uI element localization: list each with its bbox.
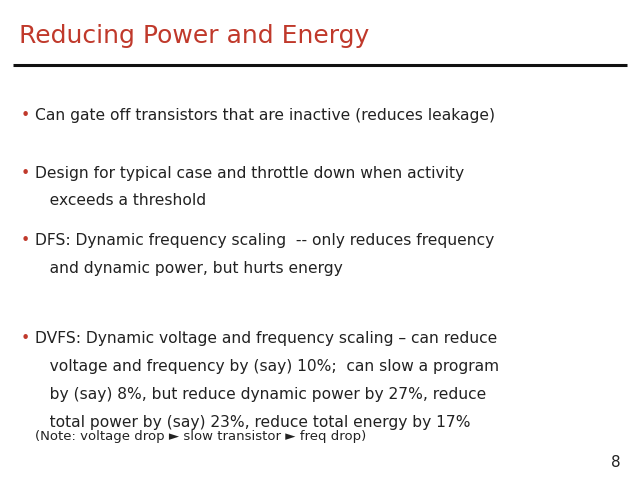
Text: by (say) 8%, but reduce dynamic power by 27%, reduce: by (say) 8%, but reduce dynamic power by… [35,387,486,402]
Text: DFS: Dynamic frequency scaling  -- only reduces frequency: DFS: Dynamic frequency scaling -- only r… [35,233,495,248]
Text: voltage and frequency by (say) 10%;  can slow a program: voltage and frequency by (say) 10%; can … [35,359,499,374]
Text: Design for typical case and throttle down when activity: Design for typical case and throttle dow… [35,166,465,180]
Text: exceeds a threshold: exceeds a threshold [35,193,206,208]
Text: and dynamic power, but hurts energy: and dynamic power, but hurts energy [35,261,343,276]
Text: •: • [20,233,29,248]
Text: •: • [20,166,29,180]
Text: total power by (say) 23%, reduce total energy by 17%: total power by (say) 23%, reduce total e… [35,415,470,430]
Text: (Note: voltage drop ► slow transistor ► freq drop): (Note: voltage drop ► slow transistor ► … [35,430,367,443]
Text: •: • [20,331,29,346]
Text: DVFS: Dynamic voltage and frequency scaling – can reduce: DVFS: Dynamic voltage and frequency scal… [35,331,497,346]
Text: •: • [20,108,29,123]
Text: 8: 8 [611,456,621,470]
Text: Reducing Power and Energy: Reducing Power and Energy [19,24,369,48]
Text: Can gate off transistors that are inactive (reduces leakage): Can gate off transistors that are inacti… [35,108,495,123]
